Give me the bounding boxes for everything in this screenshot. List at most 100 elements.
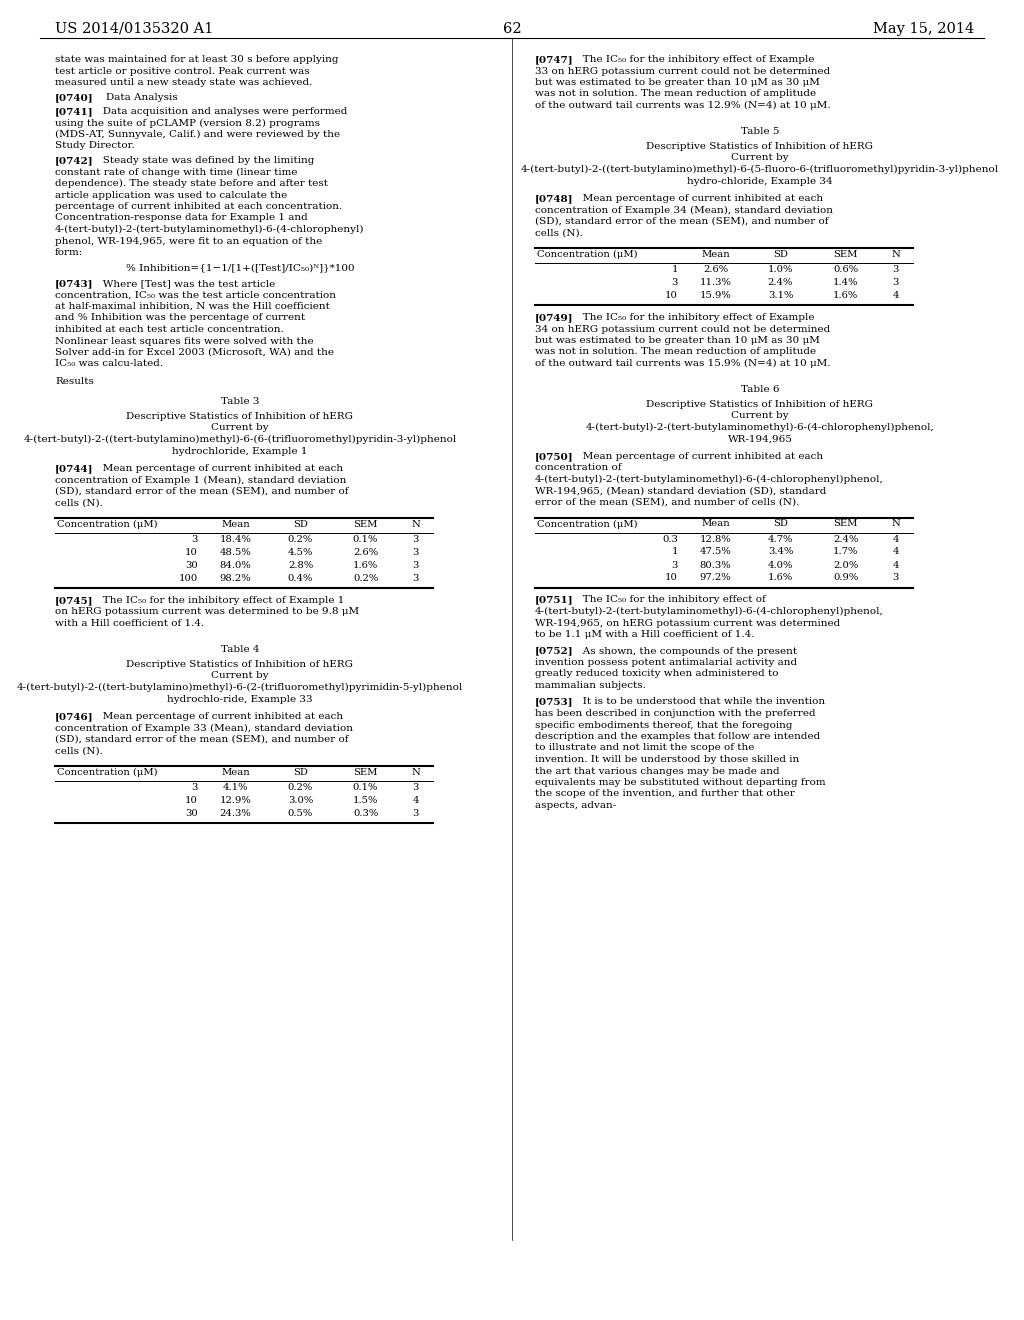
Text: 0.3%: 0.3%	[353, 809, 378, 818]
Text: specific embodiments thereof, that the foregoing: specific embodiments thereof, that the f…	[535, 721, 793, 730]
Text: error of the mean (SEM), and number of cells (N).: error of the mean (SEM), and number of c…	[535, 498, 800, 507]
Text: The IC₅₀ for the inhibitory effect of: The IC₅₀ for the inhibitory effect of	[573, 595, 766, 605]
Text: Mean percentage of current inhibited at each: Mean percentage of current inhibited at …	[573, 194, 823, 203]
Text: 48.5%: 48.5%	[219, 548, 251, 557]
Text: Table 5: Table 5	[740, 127, 779, 136]
Text: IC₅₀ was calcu-lated.: IC₅₀ was calcu-lated.	[55, 359, 163, 368]
Text: Mean percentage of current inhibited at each: Mean percentage of current inhibited at …	[573, 451, 823, 461]
Text: to illustrate and not limit the scope of the: to illustrate and not limit the scope of…	[535, 743, 755, 752]
Text: state was maintained for at least 30 s before applying: state was maintained for at least 30 s b…	[55, 55, 339, 63]
Text: 12.8%: 12.8%	[699, 535, 731, 544]
Text: 4-(tert-butyl)-2-((tert-butylamino)methyl)-6-(6-(trifluoromethyl)pyridin-3-yl)ph: 4-(tert-butyl)-2-((tert-butylamino)methy…	[24, 436, 457, 444]
Text: SD: SD	[773, 249, 787, 259]
Text: 2.8%: 2.8%	[288, 561, 313, 570]
Text: was not in solution. The mean reduction of amplitude: was not in solution. The mean reduction …	[535, 347, 816, 356]
Text: (SD), standard error of the mean (SEM), and number of: (SD), standard error of the mean (SEM), …	[535, 216, 828, 226]
Text: N: N	[891, 249, 900, 259]
Text: constant rate of change with time (linear time: constant rate of change with time (linea…	[55, 168, 298, 177]
Text: 15.9%: 15.9%	[699, 290, 731, 300]
Text: SEM: SEM	[353, 520, 378, 529]
Text: 100: 100	[179, 574, 198, 583]
Text: 0.3: 0.3	[663, 535, 678, 544]
Text: 30: 30	[185, 809, 198, 818]
Text: N: N	[411, 768, 420, 777]
Text: 11.3%: 11.3%	[699, 279, 731, 286]
Text: 3: 3	[413, 548, 419, 557]
Text: (SD), standard error of the mean (SEM), and number of: (SD), standard error of the mean (SEM), …	[55, 735, 348, 744]
Text: Solver add-in for Excel 2003 (Microsoft, WA) and the: Solver add-in for Excel 2003 (Microsoft,…	[55, 348, 334, 356]
Text: Results: Results	[55, 378, 94, 385]
Text: Nonlinear least squares fits were solved with the: Nonlinear least squares fits were solved…	[55, 337, 313, 346]
Text: 4: 4	[413, 796, 419, 805]
Text: 2.6%: 2.6%	[702, 265, 728, 275]
Text: test article or positive control. Peak current was: test article or positive control. Peak c…	[55, 66, 309, 75]
Text: was not in solution. The mean reduction of amplitude: was not in solution. The mean reduction …	[535, 90, 816, 99]
Text: 2.4%: 2.4%	[833, 535, 858, 544]
Text: concentration of Example 34 (Mean), standard deviation: concentration of Example 34 (Mean), stan…	[535, 206, 833, 215]
Text: 34 on hERG potassium current could not be determined: 34 on hERG potassium current could not b…	[535, 325, 830, 334]
Text: Mean percentage of current inhibited at each: Mean percentage of current inhibited at …	[93, 465, 343, 473]
Text: 3: 3	[672, 279, 678, 286]
Text: Table 6: Table 6	[740, 384, 779, 393]
Text: inhibited at each test article concentration.: inhibited at each test article concentra…	[55, 325, 284, 334]
Text: Study Director.: Study Director.	[55, 141, 135, 150]
Text: 0.1%: 0.1%	[353, 535, 378, 544]
Text: 4.0%: 4.0%	[768, 561, 794, 569]
Text: 1.6%: 1.6%	[833, 290, 858, 300]
Text: 4-(tert-butyl)-2-(tert-butylaminomethyl)-6-(4-chlorophenyl)phenol,: 4-(tert-butyl)-2-(tert-butylaminomethyl)…	[535, 475, 884, 484]
Text: 97.2%: 97.2%	[699, 573, 731, 582]
Text: [0749]: [0749]	[535, 313, 573, 322]
Text: Mean: Mean	[701, 520, 730, 528]
Text: aspects, advan-: aspects, advan-	[535, 801, 616, 810]
Text: Table 4: Table 4	[221, 644, 259, 653]
Text: 4-(tert-butyl)-2-((tert-butylamino)methyl)-6-(5-fluoro-6-(trifluoromethyl)pyridi: 4-(tert-butyl)-2-((tert-butylamino)methy…	[521, 165, 999, 174]
Text: Concentration (μM): Concentration (μM)	[57, 768, 158, 777]
Text: 3: 3	[892, 265, 899, 275]
Text: 2.6%: 2.6%	[353, 548, 378, 557]
Text: [0745]: [0745]	[55, 597, 93, 605]
Text: US 2014/0135320 A1: US 2014/0135320 A1	[55, 22, 213, 36]
Text: using the suite of pCLAMP (version 8.2) programs: using the suite of pCLAMP (version 8.2) …	[55, 119, 319, 128]
Text: 1.6%: 1.6%	[768, 573, 794, 582]
Text: 3: 3	[413, 561, 419, 570]
Text: WR-194,965, on hERG potassium current was determined: WR-194,965, on hERG potassium current wa…	[535, 619, 841, 627]
Text: with a Hill coefficient of 1.4.: with a Hill coefficient of 1.4.	[55, 619, 204, 628]
Text: 2.4%: 2.4%	[768, 279, 794, 286]
Text: SD: SD	[293, 768, 308, 777]
Text: article application was used to calculate the: article application was used to calculat…	[55, 190, 288, 199]
Text: Data Analysis: Data Analysis	[93, 94, 177, 103]
Text: 4: 4	[892, 535, 899, 544]
Text: 1.7%: 1.7%	[833, 548, 858, 557]
Text: Current by: Current by	[731, 153, 788, 162]
Text: 10: 10	[666, 290, 678, 300]
Text: Concentration (μM): Concentration (μM)	[57, 520, 158, 529]
Text: 4-(tert-butyl)-2-(tert-butylaminomethyl)-6-(4-chlorophenyl)phenol,: 4-(tert-butyl)-2-(tert-butylaminomethyl)…	[586, 422, 934, 432]
Text: the art that various changes may be made and: the art that various changes may be made…	[535, 767, 779, 776]
Text: The IC₅₀ for the inhibitory effect of Example 1: The IC₅₀ for the inhibitory effect of Ex…	[93, 597, 344, 605]
Text: 18.4%: 18.4%	[219, 535, 252, 544]
Text: 3: 3	[892, 573, 899, 582]
Text: at half-maximal inhibition, N was the Hill coefficient: at half-maximal inhibition, N was the Hi…	[55, 302, 330, 312]
Text: cells (N).: cells (N).	[55, 747, 102, 755]
Text: invention possess potent antimalarial activity and: invention possess potent antimalarial ac…	[535, 657, 797, 667]
Text: N: N	[891, 520, 900, 528]
Text: 24.3%: 24.3%	[219, 809, 251, 818]
Text: measured until a new steady state was achieved.: measured until a new steady state was ac…	[55, 78, 312, 87]
Text: 3: 3	[413, 809, 419, 818]
Text: 3: 3	[413, 535, 419, 544]
Text: Descriptive Statistics of Inhibition of hERG: Descriptive Statistics of Inhibition of …	[127, 660, 353, 669]
Text: SEM: SEM	[353, 768, 378, 777]
Text: May 15, 2014: May 15, 2014	[872, 22, 974, 36]
Text: 1: 1	[672, 548, 678, 557]
Text: 30: 30	[185, 561, 198, 570]
Text: Concentration-response data for Example 1 and: Concentration-response data for Example …	[55, 214, 308, 223]
Text: [0742]: [0742]	[55, 156, 93, 165]
Text: 4: 4	[892, 290, 899, 300]
Text: 3.0%: 3.0%	[288, 796, 313, 805]
Text: 3: 3	[892, 279, 899, 286]
Text: percentage of current inhibited at each concentration.: percentage of current inhibited at each …	[55, 202, 342, 211]
Text: 80.3%: 80.3%	[699, 561, 731, 569]
Text: 0.4%: 0.4%	[288, 574, 313, 583]
Text: Where [Test] was the test article: Where [Test] was the test article	[93, 279, 275, 288]
Text: Table 3: Table 3	[221, 396, 259, 405]
